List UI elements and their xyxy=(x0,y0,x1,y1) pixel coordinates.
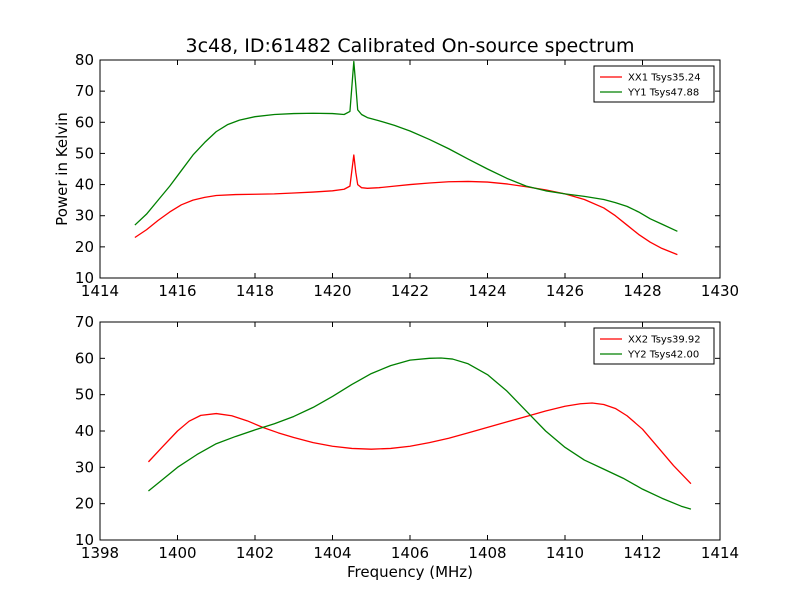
y-tick-label-top-1: 20 xyxy=(75,238,94,256)
y-tick-label-top-2: 30 xyxy=(75,207,94,225)
series-line-bottom-1 xyxy=(148,357,692,510)
x-tick-label-top-3: 1420 xyxy=(313,282,351,300)
y-tick-label-bottom-4: 50 xyxy=(75,386,94,404)
x-tick-label-top-5: 1424 xyxy=(468,282,506,300)
chart-bottom: 1398 1400 1402 1404 1406 1408 1410 1412 1414 10 20… xyxy=(75,313,739,581)
chart-top: 1414 1416 1418 1420 1422 1424 1426 1428 1430 10 20… xyxy=(53,51,739,300)
x-tick-label-bottom-8: 1414 xyxy=(701,544,739,562)
y-tick-label-bottom-5: 60 xyxy=(75,349,94,367)
legend-bottom: XX2 Tsys39.92 YY2 Tsys42.00 xyxy=(593,327,715,365)
y-tick-label-top-0: 10 xyxy=(75,269,94,287)
x-tick-label-bottom-3: 1404 xyxy=(313,544,351,562)
x-tick-label-top-2: 1418 xyxy=(236,282,274,300)
series-line-top-1 xyxy=(134,60,678,232)
x-tick-label-top-1: 1416 xyxy=(158,282,196,300)
x-tick-label-top-6: 1426 xyxy=(546,282,584,300)
legend-label-top-1: YY1 Tsys47.88 xyxy=(627,88,699,99)
y-tick-label-top-5: 60 xyxy=(75,113,94,131)
legend-label-bottom-1: YY2 Tsys42.00 xyxy=(627,350,699,361)
x-tick-label-top-4: 1422 xyxy=(391,282,429,300)
x-tick-label-bottom-7: 1412 xyxy=(623,544,661,562)
y-tick-label-bottom-6: 70 xyxy=(75,313,94,331)
y-tick-label-top-6: 70 xyxy=(75,82,94,100)
y-tick-label-bottom-2: 30 xyxy=(75,458,94,476)
legend-label-top-0: XX1 Tsys35.24 xyxy=(628,73,701,84)
y-tick-label-top-7: 80 xyxy=(75,51,94,69)
x-tick-label-top-7: 1428 xyxy=(623,282,661,300)
y-tick-label-top-4: 50 xyxy=(75,144,94,162)
y-tick-label-bottom-1: 20 xyxy=(75,495,94,513)
x-tick-label-top-0: 1414 xyxy=(81,282,119,300)
x-tick-label-bottom-0: 1398 xyxy=(81,544,119,562)
x-tick-label-bottom-2: 1402 xyxy=(236,544,274,562)
chart-title: 3c48, ID:61482 Calibrated On-source spec… xyxy=(185,35,634,57)
series-line-bottom-0 xyxy=(147,402,692,485)
series-line-top-0 xyxy=(134,154,678,256)
y-tick-label-bottom-3: 40 xyxy=(75,422,94,440)
legend-label-bottom-0: XX2 Tsys39.92 xyxy=(628,335,701,346)
x-tick-label-bottom-6: 1410 xyxy=(546,544,584,562)
x-tick-label-bottom-1: 1400 xyxy=(158,544,196,562)
legend-top: XX1 Tsys35.24 YY1 Tsys47.88 xyxy=(593,65,715,103)
y-tick-label-top-3: 40 xyxy=(75,176,94,194)
y-axis-label-top: Power in Kelvin xyxy=(53,112,71,226)
x-axis-label-bottom: Frequency (MHz) xyxy=(347,563,473,581)
legend-box-top xyxy=(593,65,715,103)
x-tick-label-bottom-4: 1406 xyxy=(391,544,429,562)
y-tick-label-bottom-0: 10 xyxy=(75,531,94,549)
x-tick-label-top-8: 1430 xyxy=(701,282,739,300)
x-tick-label-bottom-5: 1408 xyxy=(468,544,506,562)
legend-box-bottom xyxy=(593,327,715,365)
